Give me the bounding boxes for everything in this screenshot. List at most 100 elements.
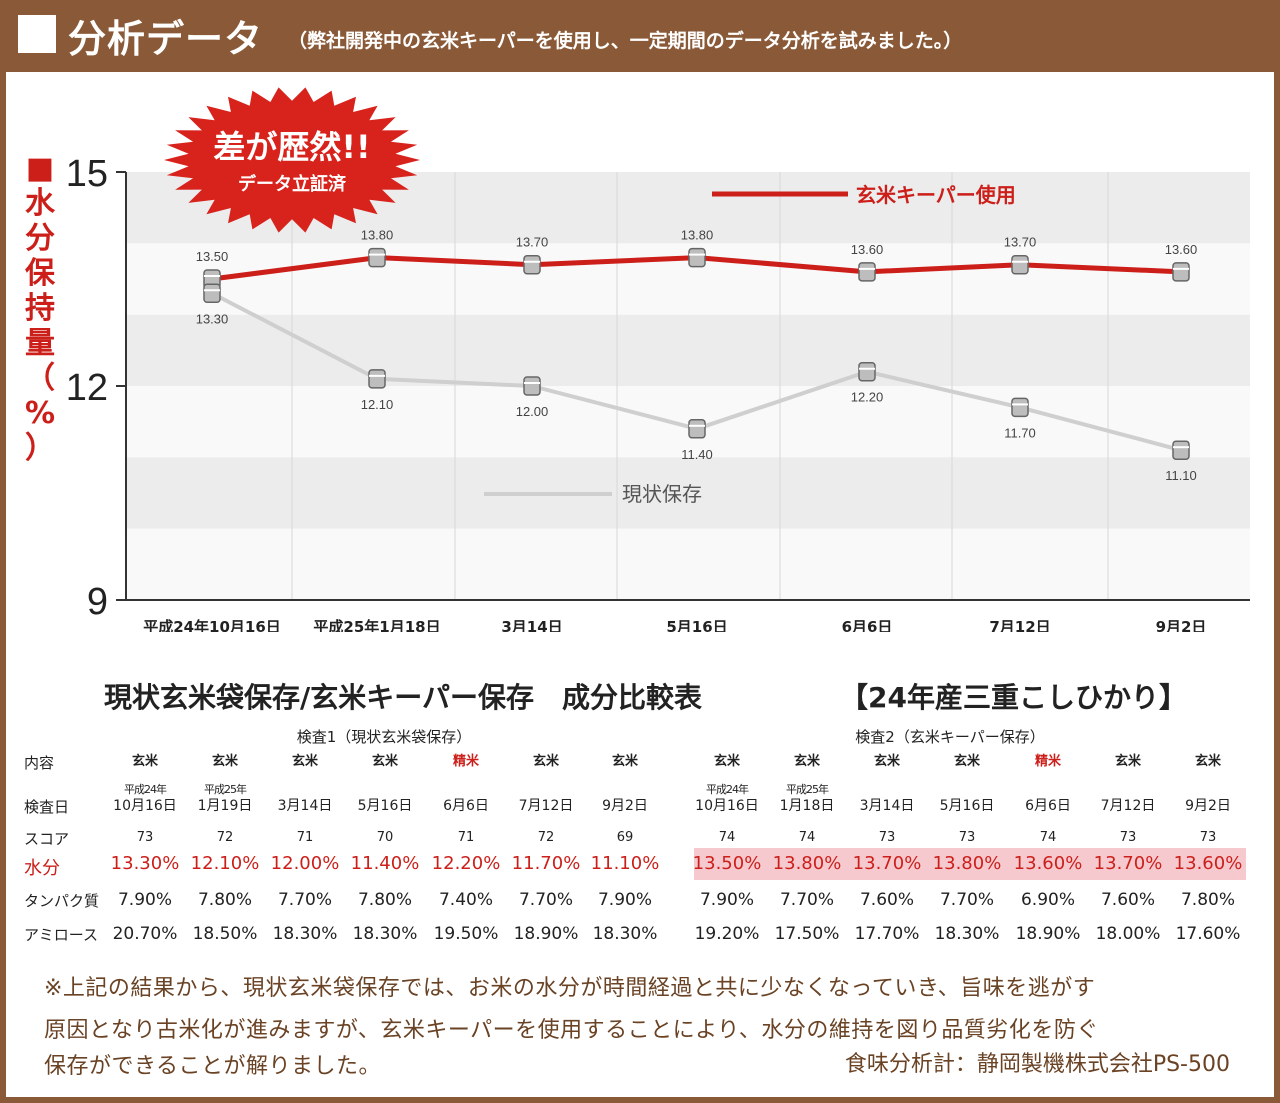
table-score-cell: 74 (798, 830, 816, 845)
table-protein-cell: 7.90% (699, 890, 754, 910)
table-amylose-cell: 18.50% (192, 924, 258, 944)
table-amylose-cell: 17.60% (1175, 924, 1241, 944)
data-point-marker (858, 361, 876, 382)
table-type-cell: 精米 (1034, 754, 1061, 769)
table-date-cell: 6月6日 (443, 798, 489, 814)
table-type-cell: 精米 (452, 754, 479, 769)
data-point-marker (688, 247, 706, 268)
x-tick-label: 平成24年10月16日 (143, 618, 281, 632)
page-subtitle: （弊社開発中の玄米キーパーを使用し、一定期間のデータ分析を試みました。） (288, 30, 963, 52)
badge-line1: 差が歴然!! (213, 128, 370, 166)
x-tick-label: 平成25年1月18日 (313, 618, 440, 632)
table-moisture-cell: 11.70% (511, 853, 581, 874)
table-type-cell: 玄米 (1194, 754, 1221, 769)
legend-label-keeper: 玄米キーパー使用 (856, 183, 1016, 207)
table-moisture-cell: 13.30% (110, 853, 180, 874)
y-axis-label-char: % (25, 396, 55, 431)
data-label: 11.70 (1004, 425, 1036, 440)
table-protein-cell: 7.60% (1100, 890, 1155, 910)
table-date-cell: 10月16日 (113, 798, 177, 814)
table-score-cell: 74 (1039, 830, 1057, 845)
data-label: 12.10 (361, 397, 394, 412)
meter-label: 食味分析計：静岡製機株式会社PS-500 (844, 1052, 1230, 1077)
data-label: 13.50 (196, 249, 229, 264)
table-score-cell: 73 (1119, 830, 1137, 845)
table-protein-cell: 7.80% (357, 890, 412, 910)
table-amylose-cell: 18.30% (592, 924, 658, 944)
y-axis-label-char: 分 (25, 221, 55, 256)
table-score-cell: 72 (537, 830, 555, 845)
table-amylose-cell: 19.20% (694, 924, 760, 944)
table-type-cell: 玄米 (371, 754, 398, 769)
table-moisture-cell: 12.10% (190, 853, 260, 874)
table-date-cell: 9月2日 (1185, 798, 1231, 814)
table-type-cell: 玄米 (1114, 754, 1141, 769)
x-tick-label: 3月14日 (501, 618, 562, 632)
table-moisture-cell: 11.40% (350, 853, 420, 874)
table-moisture-cell: 13.80% (772, 853, 842, 874)
y-axis-label-char: 量 (25, 326, 55, 361)
data-label: 13.80 (361, 228, 394, 243)
table-amylose-cell: 18.00% (1095, 924, 1161, 944)
data-label: 12.00 (516, 404, 549, 419)
legend-label-current: 現状保存 (622, 482, 702, 506)
table-date-year: 平成25年 (786, 783, 829, 796)
table-date-cell: 1月18日 (779, 798, 835, 814)
table-date-cell: 7月12日 (518, 798, 574, 814)
data-label: 13.60 (1165, 242, 1198, 257)
table-type-cell: 玄米 (713, 754, 740, 769)
table-type-cell: 玄米 (793, 754, 820, 769)
table-amylose-cell: 20.70% (112, 924, 178, 944)
table-protein-cell: 7.80% (1180, 890, 1235, 910)
table-type-cell: 玄米 (131, 754, 158, 769)
table-score-cell: 71 (457, 830, 475, 845)
burst-badge (164, 87, 420, 233)
plot-bands (126, 172, 1250, 600)
data-point-marker (523, 376, 541, 396)
table-group1-header: 検査1（現状玄米袋保存） (296, 728, 472, 746)
y-axis-label-char: ） (25, 431, 55, 466)
table-amylose-cell: 17.70% (854, 924, 920, 944)
table-type-cell: 玄米 (873, 754, 900, 769)
table-score-cell: 73 (958, 830, 976, 845)
plot-band (126, 528, 1250, 600)
table-score-cell: 73 (1199, 830, 1217, 845)
table-protein-cell: 7.90% (597, 890, 652, 910)
x-tick-label: 5月16日 (666, 618, 727, 632)
y-ticks: 15 12 9 (66, 153, 126, 623)
table-title: 現状玄米袋保存/玄米キーパー保存 成分比較表 (104, 681, 702, 714)
plot-band (126, 314, 1250, 386)
table-amylose-cell: 18.90% (513, 924, 579, 944)
table-moisture-cell: 11.10% (590, 853, 660, 874)
x-tick-label: 9月2日 (1156, 618, 1207, 632)
table-moisture-cell: 13.80% (932, 853, 1002, 874)
grid-lines (291, 172, 1109, 600)
y-axis-label-char: 持 (25, 291, 55, 326)
data-label: 12.20 (851, 390, 884, 405)
table-type-cell: 玄米 (211, 754, 238, 769)
table-score-cell: 72 (216, 830, 234, 845)
table-amylose-cell: 18.90% (1015, 924, 1081, 944)
x-tick-label: 6月6日 (842, 618, 893, 632)
page-title: 分析データ (68, 17, 264, 61)
note-line2: 原因となり古米化が進みますが、玄米キーパーを使用することにより、水分の維持を図り… (44, 1018, 1099, 1043)
note-line1: ※上記の結果から、現状玄米袋保存では、お米の水分が時間経過と共に少なくなっていき… (44, 976, 1096, 1001)
data-point-marker (368, 369, 386, 389)
table-type-cell: 玄米 (953, 754, 980, 769)
table-protein-cell: 7.70% (939, 890, 994, 910)
table-amylose-cell: 18.30% (934, 924, 1000, 944)
table-type-cell: 玄米 (291, 754, 318, 769)
table-date-year: 平成24年 (124, 783, 167, 796)
table-protein-cell: 7.70% (779, 890, 834, 910)
line-chart: 15 12 9 平成24年10月16日 平成25年1月18日 3月14日 5月16日 6月6… (25, 87, 1250, 632)
data-label: 13.30 (196, 311, 229, 326)
data-point-marker (688, 419, 706, 439)
plot-band (126, 386, 1250, 458)
y-tick-label: 9 (87, 581, 108, 623)
data-point-marker (858, 262, 876, 282)
table-protein-cell: 6.90% (1020, 890, 1075, 910)
table-date-cell: 5月16日 (939, 798, 995, 814)
table-row-label: 検査日 (24, 798, 70, 816)
data-point-marker (523, 254, 541, 275)
table-date-year: 平成24年 (706, 783, 749, 796)
